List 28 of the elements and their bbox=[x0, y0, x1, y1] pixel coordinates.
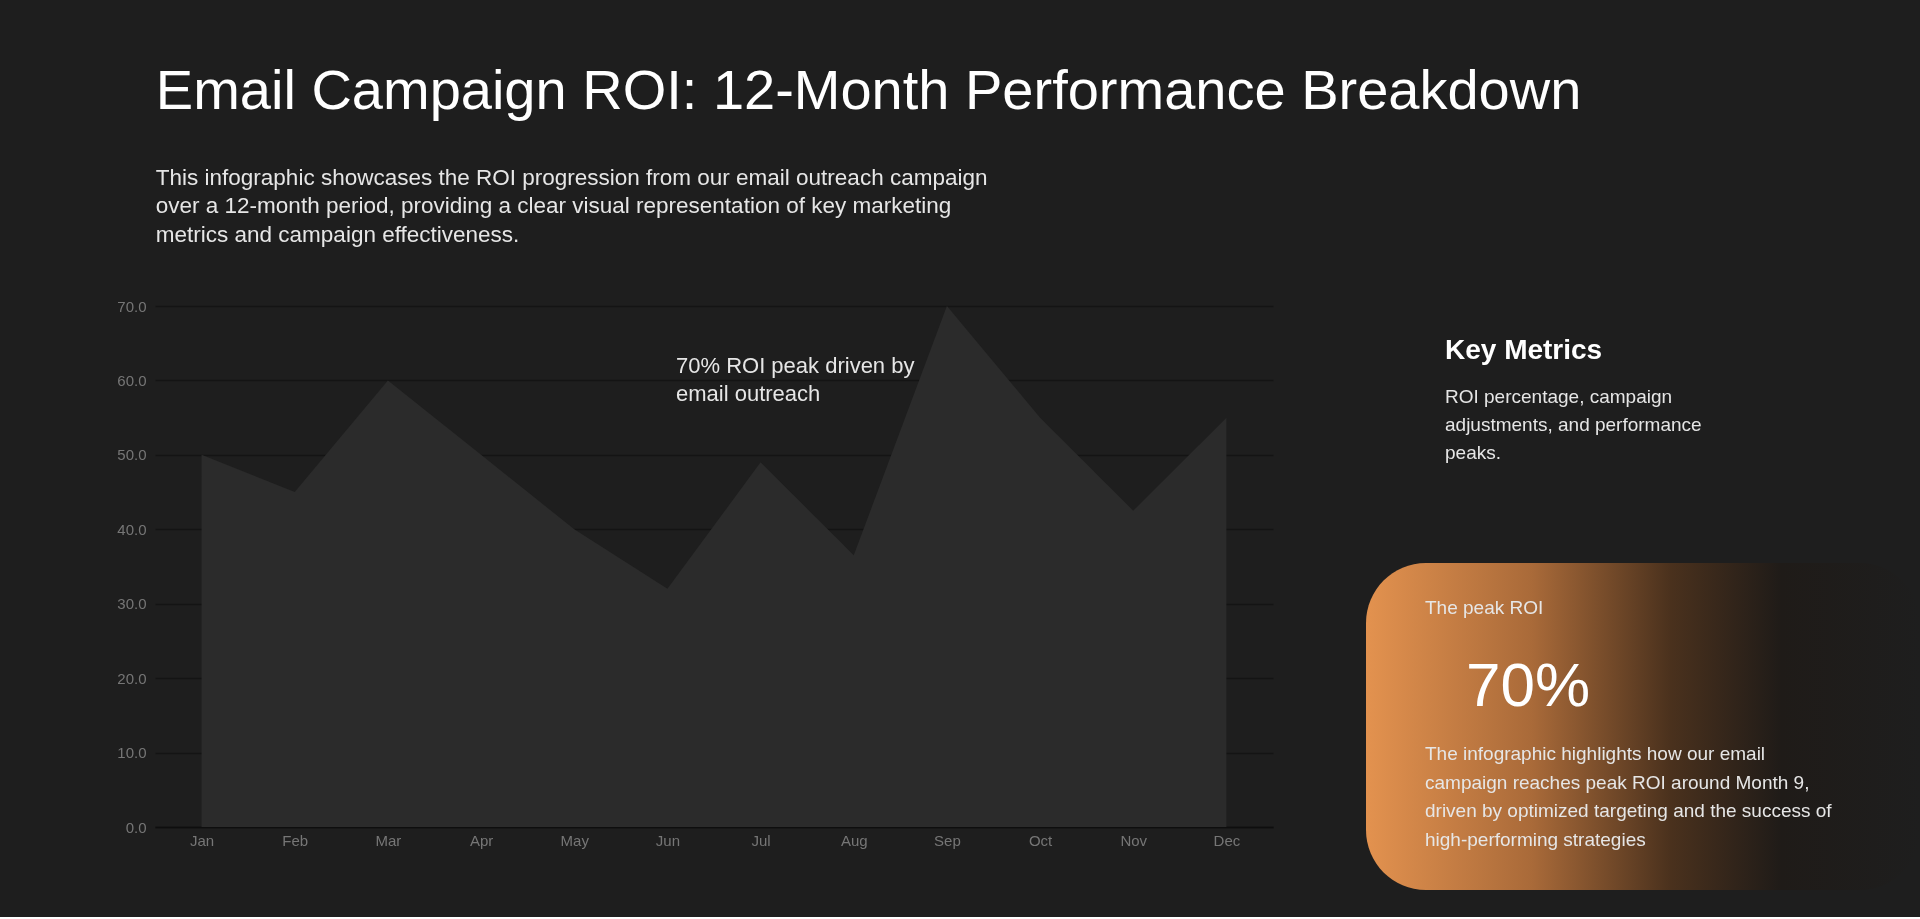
x-tick-label: Sep bbox=[934, 831, 961, 849]
text: 70% bbox=[1466, 650, 1591, 719]
text: The peak ROI bbox=[1425, 597, 1544, 618]
text: Key Metrics bbox=[1445, 334, 1603, 365]
y-tick-label: 30.0 bbox=[117, 595, 147, 613]
x-tick-label: May bbox=[560, 831, 590, 849]
x-tick-label: Mar bbox=[375, 831, 402, 849]
y-tick-label: 60.0 bbox=[117, 371, 147, 389]
x-tick-label: Apr bbox=[469, 831, 494, 849]
x-tick-label: Nov bbox=[1120, 831, 1148, 849]
y-tick-label: 20.0 bbox=[117, 669, 147, 687]
chart-subtitle: This infographic showcases the ROI progression from our email outreach campaign over a 12-month period, providing a clear visual representation of key marketing metrics and campaign effectiveness. bbox=[155, 164, 988, 247]
text: ROI percentage, campaign adjustments, and performance peaks. bbox=[1445, 386, 1702, 463]
y-tick-label: 10.0 bbox=[117, 744, 147, 762]
x-tick-label: Jul bbox=[751, 831, 771, 849]
x-tick-label: Jan bbox=[189, 831, 215, 849]
x-tick-label: Feb bbox=[282, 831, 309, 849]
x-tick-label: Dec bbox=[1213, 831, 1241, 849]
x-tick-label: Aug bbox=[840, 831, 868, 849]
chart-title: Email Campaign ROI: 12-Month Performance Breakdown bbox=[155, 57, 1582, 121]
y-tick-label: 0.0 bbox=[125, 818, 147, 836]
y-tick-label: 70.0 bbox=[117, 297, 147, 315]
y-tick-label: 50.0 bbox=[117, 446, 147, 464]
x-tick-label: Oct bbox=[1028, 831, 1054, 849]
x-tick-label: Jun bbox=[655, 831, 681, 849]
y-tick-label: 40.0 bbox=[117, 520, 147, 538]
annotation: 70% ROI peak driven by email outreach bbox=[676, 353, 915, 406]
text: The infographic highlights how our email campaign reaches peak ROI around Month 9, driven by optimized targeting and the success of high-performing strategies bbox=[1425, 743, 1833, 850]
